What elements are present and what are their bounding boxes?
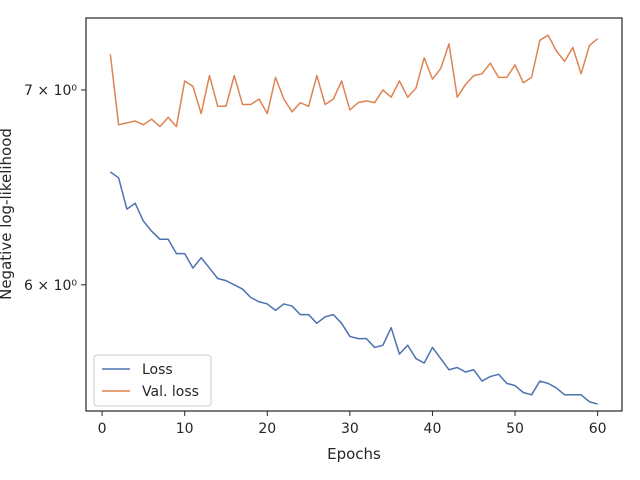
x-tick-label: 40 <box>424 421 442 437</box>
y-axis-title: Negative log-likelihood <box>0 128 15 300</box>
x-tick-label: 30 <box>341 421 359 437</box>
y-tick-label: 6 × 10⁰ <box>24 278 77 294</box>
y-tick-label: 7 × 10⁰ <box>24 83 77 99</box>
plot-frame <box>85 17 623 412</box>
x-tick-label: 50 <box>506 421 524 437</box>
legend-label-loss: Loss <box>142 362 173 378</box>
x-tick-label: 0 <box>98 421 107 437</box>
legend-label-val-loss: Val. loss <box>142 384 199 400</box>
series-line-val-loss <box>109 34 599 128</box>
y-axis-ticks: 6 × 10⁰ 7 × 10⁰ <box>24 83 86 294</box>
x-axis-ticks: 0 10 20 30 40 50 60 <box>98 411 607 437</box>
x-tick-label: 10 <box>176 421 194 437</box>
series-line-loss <box>109 171 598 405</box>
legend-box <box>93 354 212 407</box>
x-tick-label: 20 <box>258 421 276 437</box>
x-axis-title: Epochs <box>327 445 381 463</box>
x-tick-label: 60 <box>589 421 607 437</box>
legend: Loss Val. loss <box>93 354 212 407</box>
plot-lines <box>109 34 599 405</box>
